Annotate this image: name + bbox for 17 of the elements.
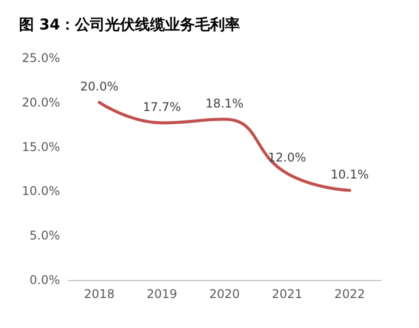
x-tick-label: 2018: [84, 287, 115, 301]
y-tick-label: 20.0%: [22, 95, 60, 110]
chart-title: 图 34：公司光伏线缆业务毛利率: [19, 16, 240, 34]
x-tick-label: 2019: [146, 287, 178, 301]
y-tick-label: 5.0%: [30, 228, 60, 243]
y-tick-label: 25.0%: [22, 51, 60, 65]
y-tick-label: 10.0%: [22, 184, 60, 198]
x-tick-label: 2022: [334, 287, 365, 301]
y-tick-label: 15.0%: [22, 140, 60, 154]
x-tick-label: 2020: [209, 287, 240, 301]
data-label: 18.1%: [205, 96, 244, 110]
data-label: 10.1%: [330, 167, 369, 182]
data-label: 12.0%: [268, 150, 306, 164]
data-label: 17.7%: [142, 100, 181, 114]
data-label: 20.0%: [80, 79, 118, 94]
y-tick-label: 0.0%: [30, 273, 60, 287]
x-tick-label: 2021: [272, 287, 302, 301]
